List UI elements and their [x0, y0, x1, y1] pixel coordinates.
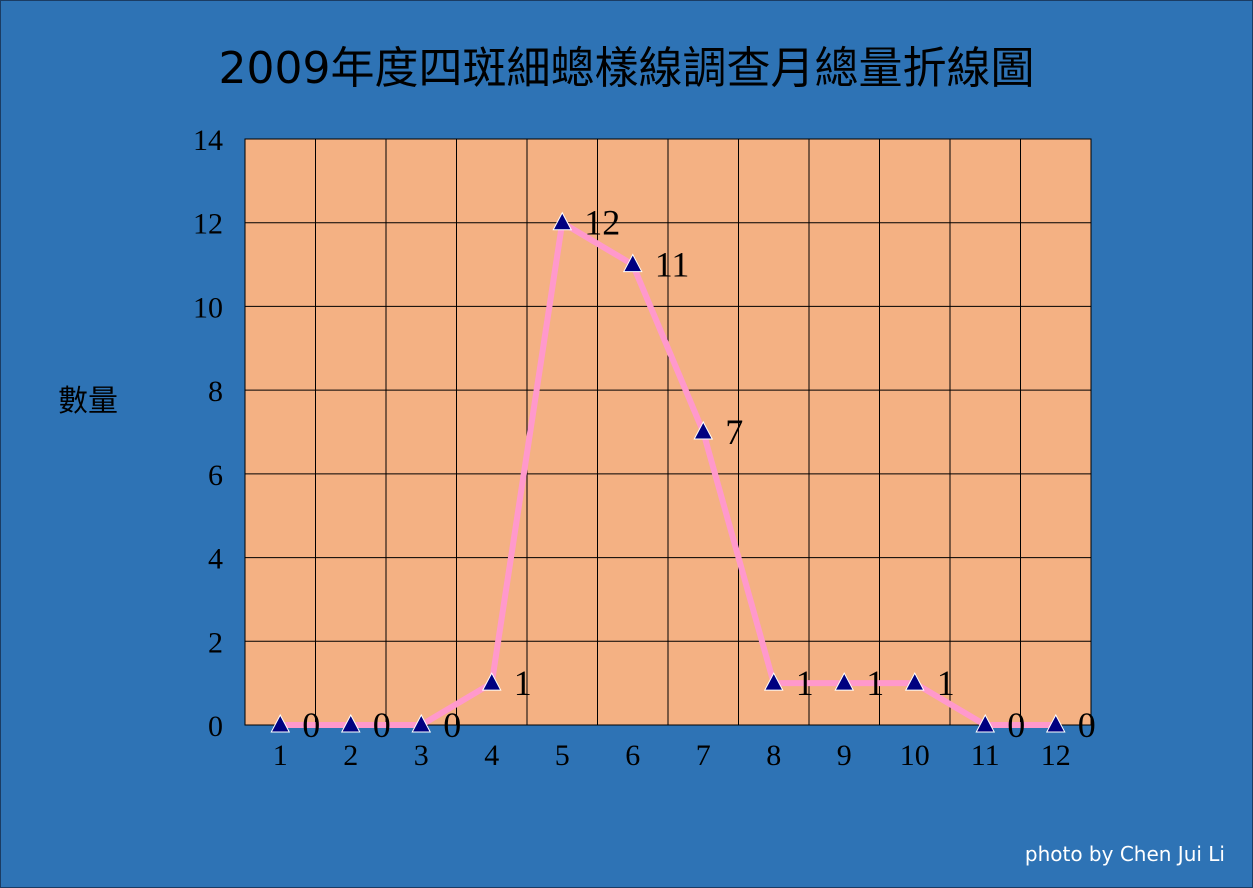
x-tick-label: 11: [971, 739, 1000, 772]
y-tick-label: 0: [208, 710, 223, 743]
data-point-marker: [481, 672, 502, 691]
data-point-marker: [552, 211, 573, 231]
chart-title: 2009年度四斑細蟌樣線調查月總量折線圖: [218, 43, 1035, 94]
data-label: 0: [1007, 705, 1025, 745]
data-label: 1: [937, 663, 955, 703]
data-point-marker: [622, 253, 643, 273]
data-point-marker: [411, 713, 432, 733]
data-label: 0: [443, 705, 461, 745]
x-tick-label: 8: [766, 739, 781, 772]
y-tick-label: 12: [193, 208, 223, 241]
data-point-marker: [340, 713, 361, 733]
y-axis-label: 數量: [58, 384, 118, 419]
data-point-marker: [904, 672, 925, 691]
data-point-marker: [1045, 713, 1066, 733]
x-tick-label: 2: [343, 739, 358, 772]
data-point-marker: [270, 713, 291, 733]
data-label: 12: [584, 203, 620, 243]
data-point-marker: [763, 672, 784, 691]
x-tick-label: 12: [1041, 739, 1071, 772]
data-label: 0: [1078, 705, 1096, 745]
x-tick-label: 6: [625, 739, 640, 772]
data-label: 1: [514, 663, 532, 703]
y-tick-label: 14: [193, 124, 223, 157]
plot-border: [244, 138, 1092, 726]
x-tick-label: 1: [273, 739, 288, 772]
data-point-marker: [693, 420, 714, 440]
series-line: [280, 219, 1056, 728]
data-point-marker: [975, 713, 996, 733]
x-tick-label: 4: [484, 739, 499, 772]
x-tick-label: 10: [900, 739, 930, 772]
data-label: 7: [725, 412, 743, 452]
data-label: 1: [796, 663, 814, 703]
y-tick-label: 4: [208, 543, 223, 576]
x-tick-label: 5: [555, 739, 570, 772]
y-tick-label: 6: [208, 459, 223, 492]
y-tick-label: 10: [193, 291, 223, 324]
x-tick-label: 7: [696, 739, 711, 772]
data-label: 0: [302, 705, 320, 745]
x-tick-label: 3: [414, 739, 429, 772]
photo-credit: photo by Chen Jui Li: [1024, 842, 1225, 866]
data-label: 0: [373, 705, 391, 745]
y-tick-label: 8: [208, 375, 223, 408]
data-label: 1: [866, 663, 884, 703]
data-point-marker: [834, 672, 855, 691]
x-tick-label: 9: [837, 739, 852, 772]
data-label: 11: [655, 245, 690, 285]
y-tick-label: 2: [208, 626, 223, 659]
